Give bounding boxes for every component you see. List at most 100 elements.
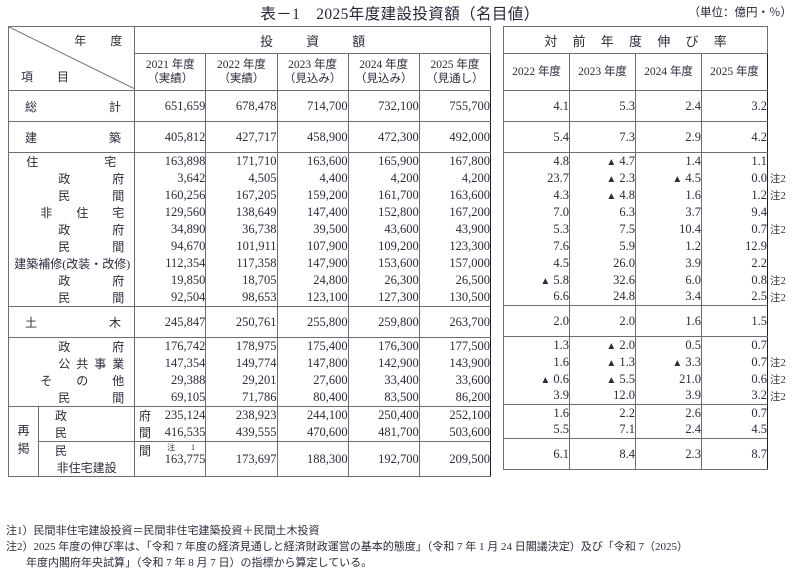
growth-cell: ▲ 1.3 (569, 353, 636, 371)
growth-cell: 0.7 (700, 336, 769, 354)
amount-cell: 123,300 (418, 238, 492, 255)
corner-header-cell: 年 度 項 目 (7, 26, 136, 91)
note2-marker: 注2 (770, 275, 786, 287)
table-row: 5.3 7.5 10.4 0.7 (503, 220, 769, 238)
growth-cell: 2.4 (635, 90, 702, 122)
amount-cell: 259,800 (347, 306, 420, 338)
row-label: 建築補修(改装・改修) (7, 255, 136, 272)
table-row: 1.6 ▲ 1.3 ▲ 3.3 0.7 (503, 353, 769, 371)
note2-marker: 注2 (770, 224, 786, 236)
growth-cell: 23.7 (503, 169, 570, 187)
amount-cell: 439,555 (205, 424, 278, 442)
growth-cell: ▲ 2.3 (569, 169, 636, 187)
growth-cell: 8.7 (700, 438, 769, 470)
row-label: 土 木 (7, 306, 136, 338)
growth-cell: ▲ 5.8 (503, 271, 570, 289)
amount-cell: 92,504 (134, 289, 207, 307)
growth-col-header-2022: 2022 年度 (503, 53, 570, 91)
growth-col-header-2024: 2024 年度 (635, 53, 702, 91)
row-label: 民 間注1 非住宅建設 (38, 441, 195, 477)
amount-cell: 503,600 (418, 424, 492, 442)
table-row: 政 府 19,850 18,705 24,800 26,300 26,500 (7, 272, 492, 289)
amount-cell: 143,900 (418, 355, 492, 372)
amount-cell: 159,200 (276, 187, 349, 204)
col-header-2022: 2022 年度 （実績） (205, 53, 278, 91)
table-row: 4.5 26.0 3.9 2.2 (503, 254, 769, 272)
amount-cell: 209,500 (418, 441, 492, 477)
amount-cell: 4,200 (418, 170, 492, 187)
row-label: 公共事業 (7, 355, 136, 372)
amount-cell: 481,700 (347, 424, 420, 442)
amount-cell: 167,205 (205, 187, 278, 204)
amount-cell: 153,600 (347, 255, 420, 272)
row-label: 政 府 (38, 406, 151, 424)
growth-cell: 26.0 (569, 254, 636, 272)
growth-col-header-2025: 2025 年度 (700, 53, 769, 91)
table-row: 民 間 416,535 439,555 470,600 481,700 503,600 (9, 424, 492, 442)
growth-cell: 24.8 (569, 288, 636, 306)
down-triangle-icon: ▲ (606, 357, 617, 369)
amount-cell: 245,847 (134, 306, 207, 338)
table-row: 1.3 ▲ 2.0 0.5 0.7 (503, 336, 769, 354)
corner-year-label: 年 度 (74, 34, 129, 48)
growth-cell: 4.2 (700, 121, 769, 153)
table-row: 3.9 12.0 3.9 3.2 (503, 387, 769, 405)
growth-cell: 32.6 (569, 271, 636, 289)
amount-cell: 732,100 (347, 90, 420, 122)
amount-cell: 29,201 (205, 372, 278, 389)
amount-cell: 176,742 (134, 337, 207, 355)
growth-cell: 6.0 (635, 271, 702, 289)
amount-cell: 94,670 (134, 238, 207, 255)
growth-cell: 5.3 (569, 90, 636, 122)
amount-cell: 175,400 (276, 337, 349, 355)
amount-cell: 178,975 (205, 337, 278, 355)
col-header-2025: 2025 年度 （見通し） (418, 53, 492, 91)
footnote-2-line2: 年度内閣府年央試算」（令和 7 年 8 月 7 日）の指標から算定している。 (26, 556, 373, 569)
row-label: 民 間 (7, 238, 136, 255)
table-row: 4.3 ▲ 4.8 1.6 1.2 (503, 186, 769, 204)
growth-cell: 2.0 (569, 305, 636, 337)
note2-marker: 注2 (770, 173, 786, 185)
amount-table-head: 年 度 項 目 投 資 額 2021 年度 （実績） 2022 年度 （実績） (7, 26, 492, 91)
note2-marker: 注2 (770, 292, 786, 304)
amount-cell: 69,105 (134, 389, 207, 407)
table-row: 民 間 94,670 101,911 107,900 109,200 123,300 (7, 238, 492, 255)
down-triangle-icon: ▲ (672, 357, 683, 369)
growth-cell: 9.4 (700, 203, 769, 221)
amount-cell: 427,717 (205, 121, 278, 153)
col-header-2021: 2021 年度 （実績） (134, 53, 207, 91)
down-triangle-icon: ▲ (672, 173, 683, 185)
row-label: 政 府 (7, 337, 136, 355)
row-label: 総 計 (7, 90, 136, 122)
growth-cell: 3.7 (635, 203, 702, 221)
amount-cell: 250,400 (347, 406, 420, 424)
growth-cell: 3.9 (503, 387, 570, 405)
growth-cell: 2.4 (635, 421, 702, 439)
growth-cell: ▲ 5.5 (569, 370, 636, 388)
amount-cell: 263,700 (418, 306, 492, 338)
growth-cell: 1.6 (503, 353, 570, 371)
growth-cell: ▲ 0.6 (503, 370, 570, 388)
table-row: 政 府 34,890 36,738 39,500 43,600 43,900 (7, 221, 492, 238)
amount-cell: 98,653 (205, 289, 278, 307)
growth-cell: 7.0 (503, 203, 570, 221)
growth-cell: 2.6 (635, 404, 702, 422)
growth-cell: 0.7 (700, 220, 769, 238)
down-triangle-icon: ▲ (606, 173, 617, 185)
table-row: 民 間 69,105 71,786 80,400 83,500 86,200 (7, 389, 492, 407)
table-row: 23.7 ▲ 2.3 ▲ 4.5 0.0 (503, 169, 769, 187)
growth-cell: 1.3 (503, 336, 570, 354)
growth-table-body: 4.1 5.3 2.4 3.2 5.4 7.3 2.9 4.2 4.8 ▲ 4.7 1.4 1.1 23… (503, 90, 769, 470)
amount-cell: 36,738 (205, 221, 278, 238)
row-label: 民 間 (38, 424, 151, 442)
table-row: 4.1 5.3 2.4 3.2 (503, 90, 769, 122)
amount-cell: 177,500 (418, 337, 492, 355)
table-row: そ の 他 29,388 29,201 27,600 33,400 33,600 (7, 372, 492, 389)
amount-cell: 678,478 (205, 90, 278, 122)
col-header-2024: 2024 年度 （見込み） (347, 53, 420, 91)
table-row: 5.5 7.1 2.4 4.5 (503, 421, 769, 439)
amount-cell: 112,354 (134, 255, 207, 272)
growth-cell: 3.2 (700, 90, 769, 122)
amount-cell: 26,500 (418, 272, 492, 289)
amount-cell: 33,400 (347, 372, 420, 389)
